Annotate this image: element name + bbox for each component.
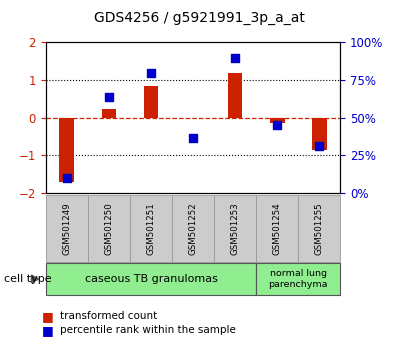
Text: GSM501252: GSM501252 [189,202,197,255]
Bar [144,86,158,118]
Text: caseous TB granulomas: caseous TB granulomas [84,274,217,284]
Point [106,94,112,100]
Text: GSM501250: GSM501250 [104,202,113,255]
Text: GSM501254: GSM501254 [273,202,282,255]
Text: ■: ■ [42,324,54,337]
Text: GSM501253: GSM501253 [230,202,240,255]
Point [64,175,70,181]
Point [232,55,238,61]
Point [148,70,154,75]
Point [190,136,196,141]
Point [274,122,280,128]
Bar [59,118,74,182]
Text: ■: ■ [42,310,54,322]
Bar [312,118,327,150]
Bar [228,73,242,118]
Bar [101,109,116,118]
Text: GSM501251: GSM501251 [146,202,156,255]
Point [316,143,322,149]
Text: transformed count: transformed count [60,311,157,321]
Bar [270,118,285,123]
Bar [186,118,201,119]
Text: normal lung
parenchyma: normal lung parenchyma [269,269,328,289]
Text: cell type: cell type [4,274,52,284]
Text: percentile rank within the sample: percentile rank within the sample [60,325,236,335]
Text: GSM501249: GSM501249 [62,202,71,255]
Text: GDS4256 / g5921991_3p_a_at: GDS4256 / g5921991_3p_a_at [94,11,304,25]
Text: GSM501255: GSM501255 [315,202,324,255]
